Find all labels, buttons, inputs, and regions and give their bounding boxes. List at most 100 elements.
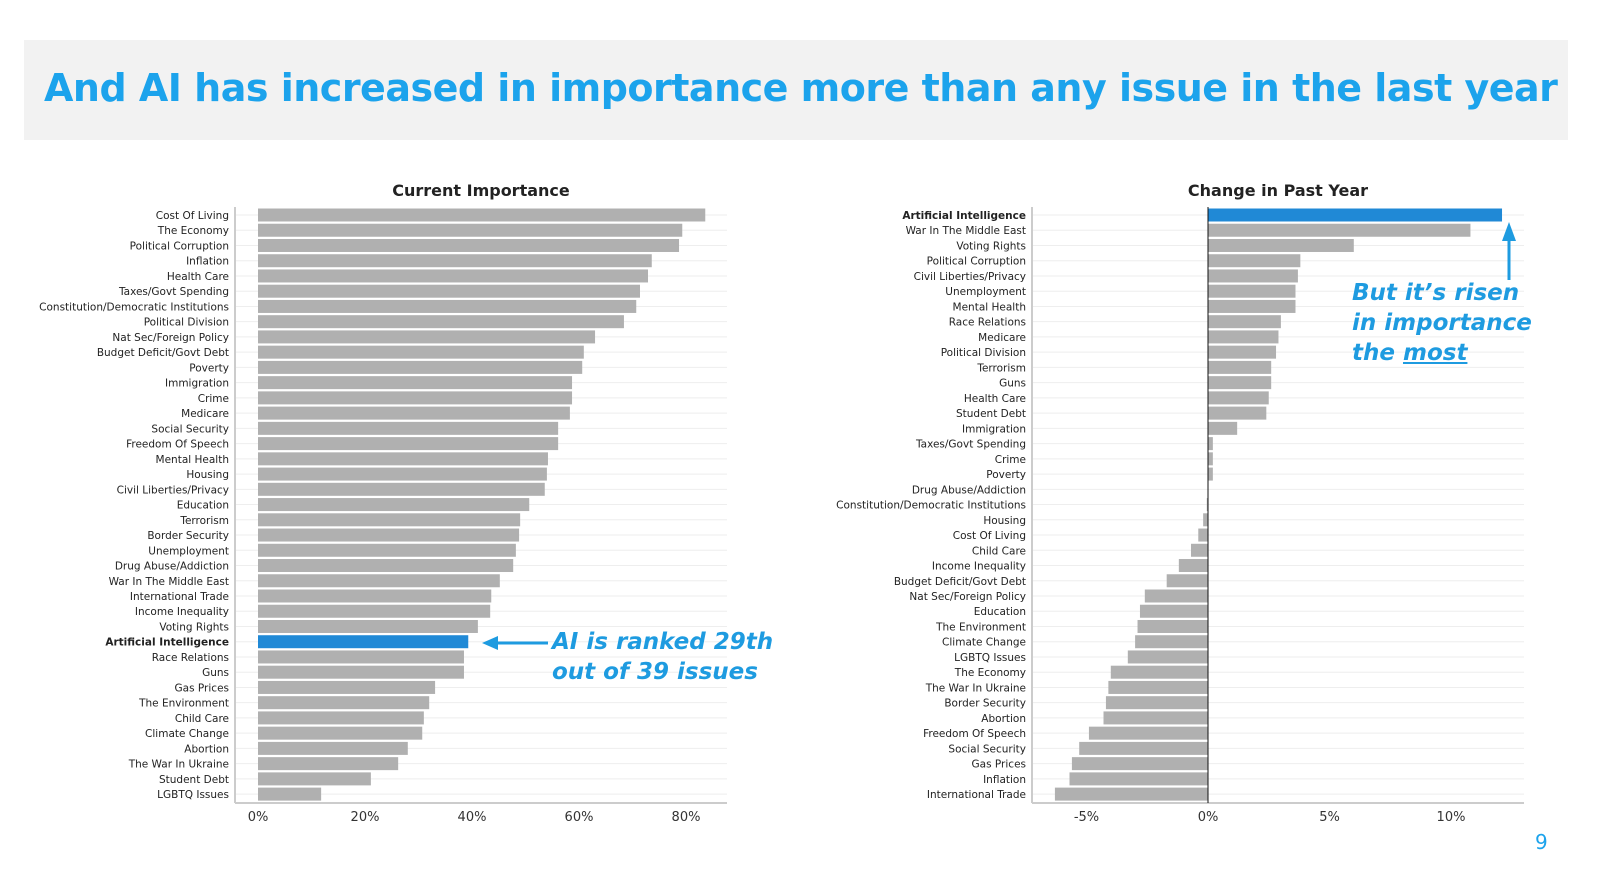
bar xyxy=(1203,513,1208,527)
category-label: Medicare xyxy=(181,408,229,420)
category-label: Mental Health xyxy=(953,301,1026,313)
bar xyxy=(1198,528,1208,542)
bar xyxy=(1088,726,1208,740)
category-label: Constitution/Democratic Institutions xyxy=(836,500,1026,512)
category-label: The Environment xyxy=(935,621,1026,633)
category-label: Budget Deficit/Govt Debt xyxy=(97,347,229,359)
category-label: Constitution/Democratic Institutions xyxy=(39,301,229,313)
category-label: Guns xyxy=(999,378,1026,390)
bar xyxy=(258,391,573,405)
bar xyxy=(258,528,520,542)
category-label: Income Inequality xyxy=(932,561,1026,573)
category-label: Artificial Intelligence xyxy=(902,210,1026,222)
bar xyxy=(258,482,545,496)
category-label: Cost Of Living xyxy=(953,530,1026,542)
category-label: Income Inequality xyxy=(135,606,229,618)
category-label: Terrorism xyxy=(976,362,1026,374)
bar xyxy=(258,589,492,603)
bar xyxy=(1208,284,1296,298)
bar xyxy=(1208,238,1354,252)
category-label: Drug Abuse/Addiction xyxy=(115,561,229,573)
right-annotation: But it’s risen in importance the most xyxy=(1352,278,1532,368)
category-label: The Environment xyxy=(138,698,229,710)
right-annotation-prefix: the xyxy=(1352,340,1403,366)
category-label: Civil Liberties/Privacy xyxy=(117,484,229,496)
bar xyxy=(1105,696,1208,710)
category-label: Education xyxy=(974,606,1026,618)
bar xyxy=(1208,315,1281,329)
x-tick-label: 80% xyxy=(672,810,701,825)
bar xyxy=(1054,787,1208,801)
category-label: LGBTQ Issues xyxy=(157,789,229,801)
category-label: Climate Change xyxy=(942,637,1026,649)
category-label: Unemployment xyxy=(945,286,1026,298)
x-tick-label: -5% xyxy=(1074,810,1099,825)
category-label: Race Relations xyxy=(152,652,229,664)
category-label: Terrorism xyxy=(179,515,229,527)
bar xyxy=(1103,711,1208,725)
category-label: International Trade xyxy=(130,591,229,603)
bar xyxy=(258,406,570,420)
x-tick-label: 5% xyxy=(1319,810,1340,825)
bar xyxy=(258,726,423,740)
bar xyxy=(1208,437,1213,451)
bar xyxy=(258,452,548,466)
bar xyxy=(1208,391,1269,405)
category-label: Abortion xyxy=(981,713,1026,725)
bar xyxy=(258,787,322,801)
category-label: Health Care xyxy=(167,271,229,283)
category-label: Student Debt xyxy=(159,774,229,786)
bar xyxy=(1206,498,1208,512)
bar xyxy=(258,498,530,512)
category-label: The War In Ukraine xyxy=(128,759,229,771)
chart-title: Change in Past Year xyxy=(1188,181,1368,200)
bar xyxy=(1137,619,1208,633)
category-label: Poverty xyxy=(986,469,1026,481)
bar xyxy=(258,757,399,771)
bar xyxy=(1071,757,1208,771)
category-label: Political Division xyxy=(144,317,229,329)
bar xyxy=(258,345,584,359)
bar xyxy=(258,376,573,390)
bar xyxy=(1110,665,1208,679)
category-label: Nat Sec/Foreign Policy xyxy=(112,332,229,344)
category-label: Crime xyxy=(198,393,229,405)
bar xyxy=(258,513,521,527)
category-label: Housing xyxy=(983,515,1026,527)
bar xyxy=(258,238,680,252)
category-label: The War In Ukraine xyxy=(925,682,1026,694)
category-label: International Trade xyxy=(927,789,1026,801)
bar xyxy=(1208,467,1213,481)
category-label: Civil Liberties/Privacy xyxy=(914,271,1026,283)
category-label: Gas Prices xyxy=(972,759,1026,771)
category-label: Immigration xyxy=(962,423,1026,435)
left-annotation: AI is ranked 29th out of 39 issues xyxy=(552,627,773,687)
page-number: 9 xyxy=(1535,830,1548,854)
bar xyxy=(258,619,478,633)
right-annotation-line3: the most xyxy=(1352,338,1532,368)
category-label: Social Security xyxy=(151,423,229,435)
bar xyxy=(1208,330,1279,344)
category-label: Voting Rights xyxy=(159,621,229,633)
bar xyxy=(1079,741,1208,755)
category-label: Cost Of Living xyxy=(156,210,229,222)
category-label: War In The Middle East xyxy=(109,576,229,588)
bar xyxy=(1108,680,1208,694)
category-label: Political Corruption xyxy=(927,256,1026,268)
category-label: Political Division xyxy=(941,347,1026,359)
category-label: Housing xyxy=(186,469,229,481)
bar xyxy=(258,772,371,786)
category-label: Race Relations xyxy=(949,317,1026,329)
category-label: Abortion xyxy=(184,743,229,755)
bar xyxy=(258,315,624,329)
bar xyxy=(258,299,637,313)
bar xyxy=(1208,421,1238,435)
left-arrowhead-icon xyxy=(482,636,498,650)
x-tick-label: 40% xyxy=(458,810,487,825)
bar xyxy=(258,437,559,451)
category-label: Climate Change xyxy=(145,728,229,740)
bar xyxy=(1208,360,1272,374)
bar xyxy=(258,696,430,710)
bar xyxy=(1208,208,1503,222)
